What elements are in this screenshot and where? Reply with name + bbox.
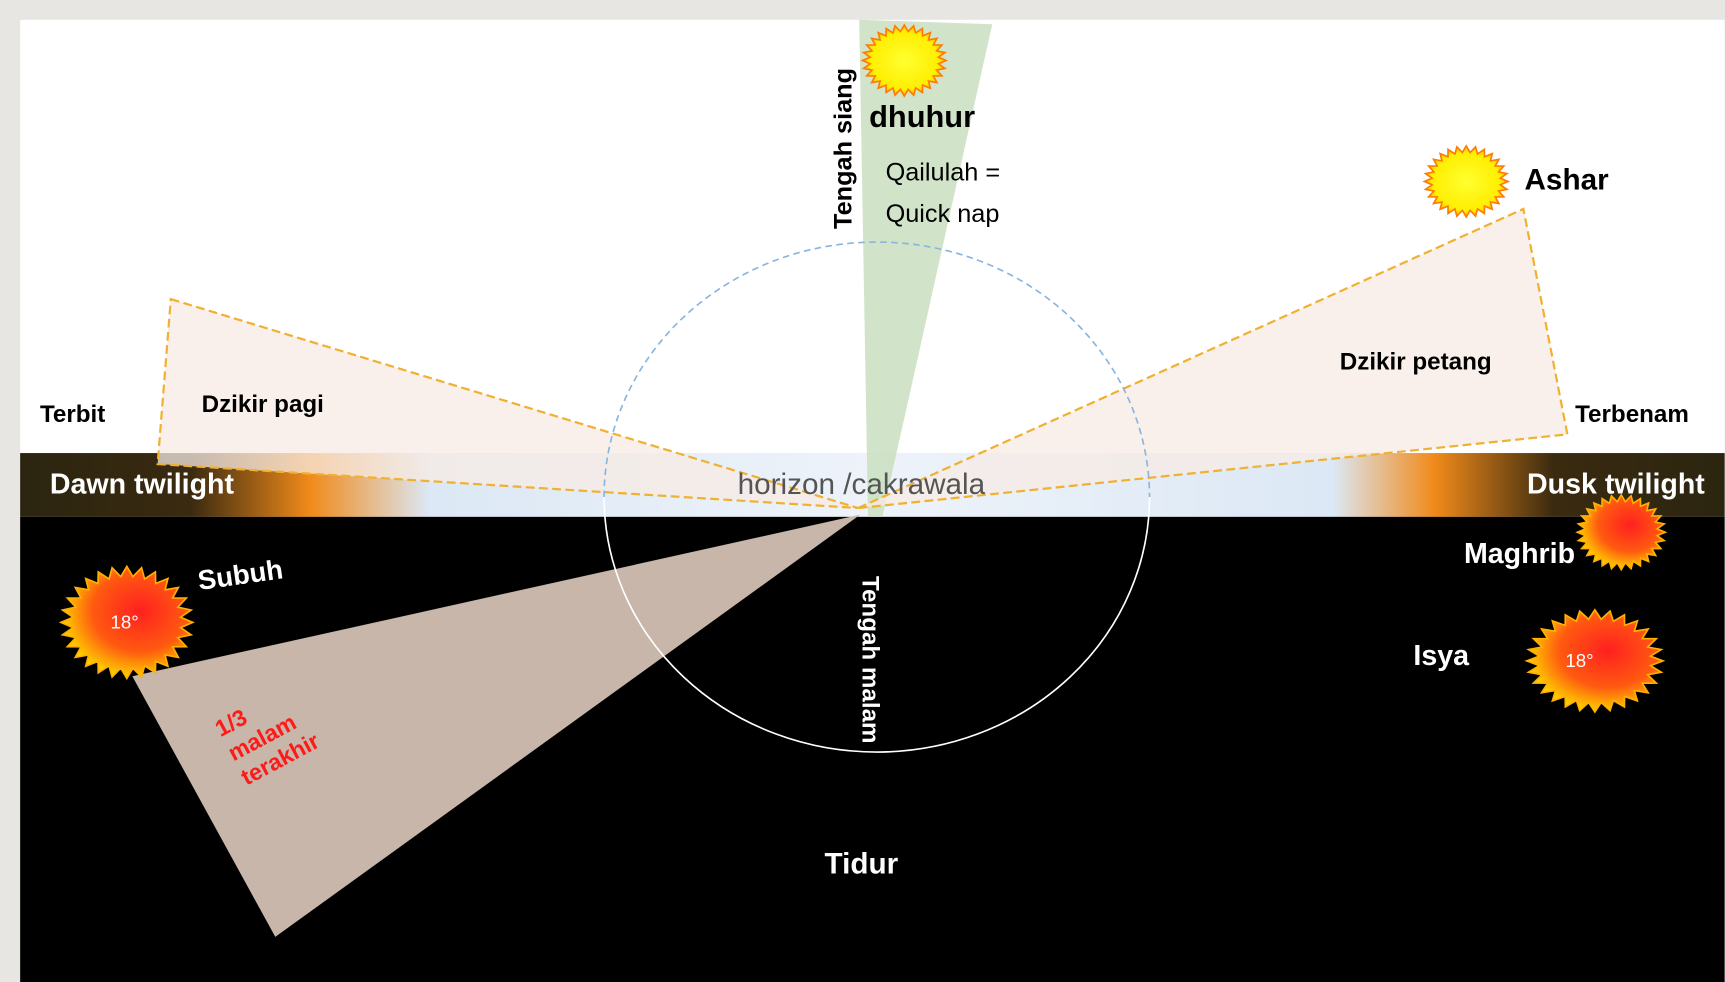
ashar-label: Ashar [1524, 163, 1609, 196]
evening-dhikr-label: Dzikir petang [1340, 348, 1492, 375]
dawn-label: Dawn twilight [50, 469, 235, 501]
dhuhur-label: dhuhur [869, 99, 975, 134]
nap-label: Quick nap [886, 200, 1000, 228]
midnight-label: Tengah malam [857, 576, 884, 744]
angle-label: 18° [1565, 650, 1593, 671]
nap-label: Qailulah = [886, 158, 1001, 186]
maghrib-label: Maghrib [1464, 538, 1575, 570]
diagram: Tengah siang dhuhur Qailulah = Quick nap… [0, 0, 1725, 982]
page: Tengah siang dhuhur Qailulah = Quick nap… [0, 0, 1725, 982]
isya-label: Isya [1413, 640, 1470, 672]
noon-label: Tengah siang [830, 68, 858, 229]
sleep-label: Tidur [825, 847, 899, 880]
angle-label: 18° [110, 611, 138, 632]
sunrise-label: Terbit [40, 401, 105, 428]
sunset-label: Terbenam [1575, 401, 1689, 428]
morning-dhikr-label: Dzikir pagi [202, 391, 324, 418]
dusk-label: Dusk twilight [1527, 469, 1705, 501]
horizon-label: horizon /cakrawala [738, 468, 986, 501]
